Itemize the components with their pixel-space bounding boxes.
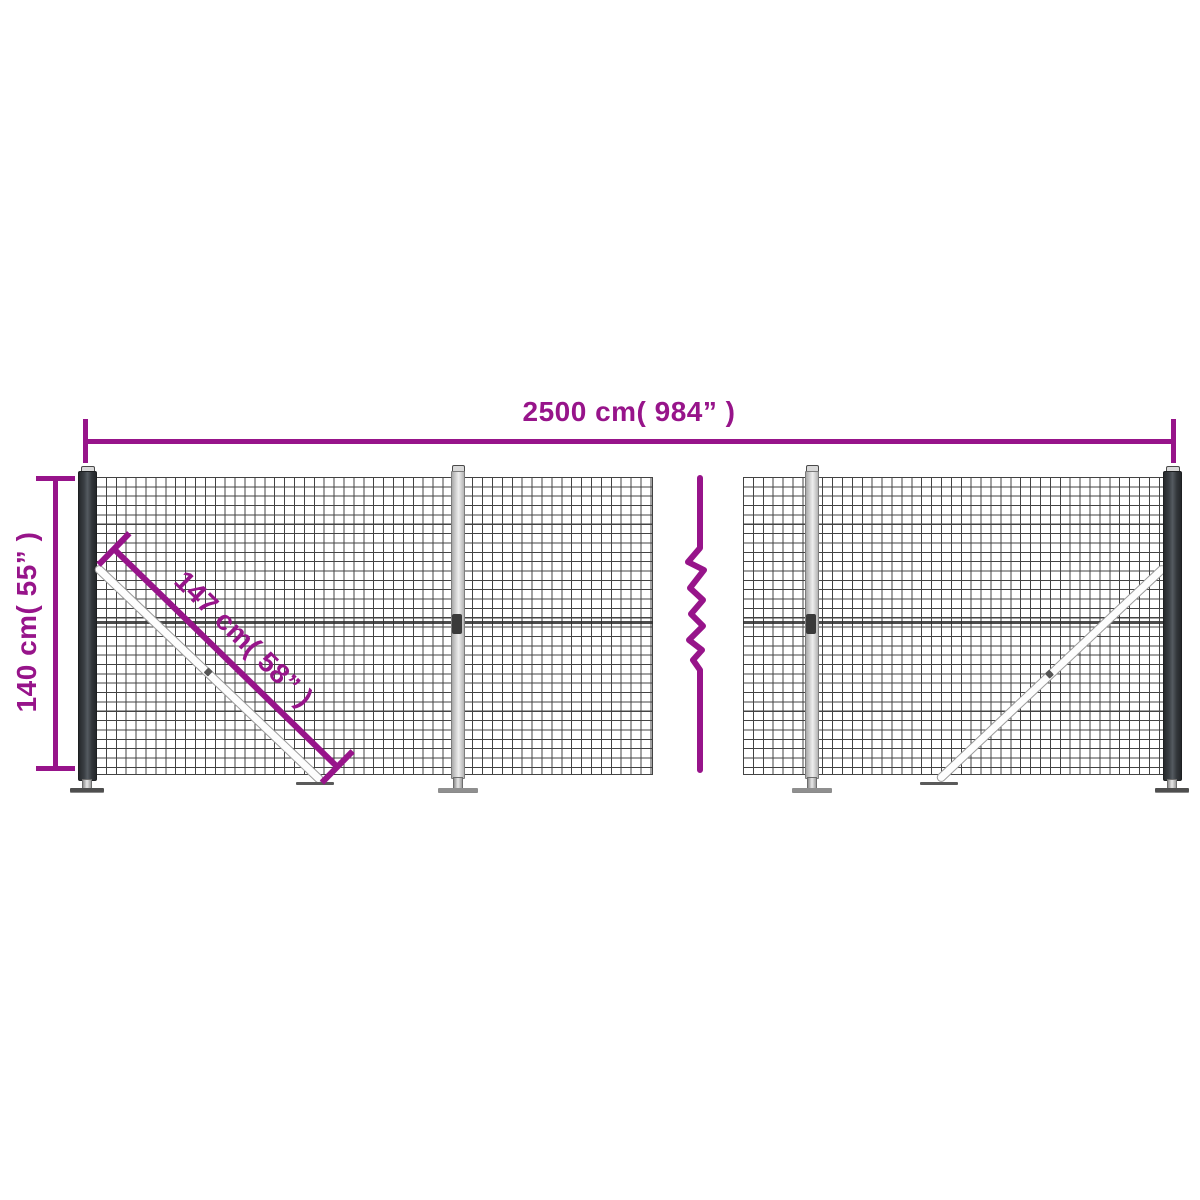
width-dimension-tick-right — [1171, 419, 1176, 463]
mesh-mid-wire-left — [96, 621, 653, 624]
height-dimension-label: 140 cm( 55” ) — [11, 531, 42, 713]
width-dimension-line — [85, 439, 1174, 444]
post-clamp-left-mid — [452, 614, 462, 634]
corner-post-right — [1163, 471, 1182, 781]
post-base-plate-left-mid — [438, 788, 478, 792]
corner-post-left — [78, 471, 97, 781]
brace-ground-mark-left — [296, 782, 334, 785]
panel-break-zigzag-icon — [685, 475, 707, 773]
brace-clamp-right — [1044, 669, 1054, 679]
mesh-panel-left — [96, 477, 653, 775]
height-dimension-line — [53, 478, 58, 770]
post-base-plate-left-corner — [70, 788, 104, 792]
brace-ground-mark-right — [920, 782, 958, 785]
height-dimension-tick-bottom — [36, 766, 75, 771]
width-dimension-label: 2500 cm( 984” ) — [522, 396, 736, 427]
width-dimension-tick-left — [83, 419, 88, 463]
height-dimension-tick-top — [36, 476, 75, 481]
post-base-plate-right-corner — [1155, 788, 1189, 792]
post-clamp-right-mid — [806, 614, 816, 634]
post-base-plate-right-mid — [792, 788, 832, 792]
mesh-mid-wire-right — [743, 621, 1165, 624]
